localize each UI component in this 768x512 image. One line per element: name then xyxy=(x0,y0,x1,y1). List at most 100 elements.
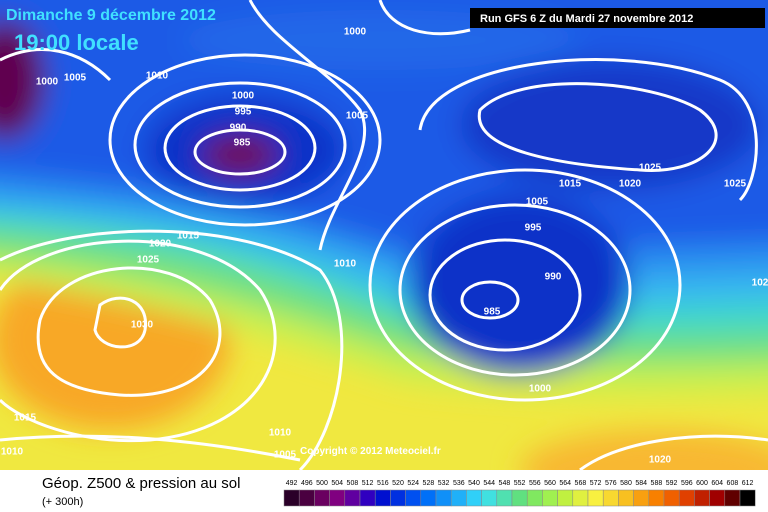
color-scale: 492 496 500 504 508 512 516 520 524 528 532 536 540 5… xyxy=(283,480,756,507)
scale-swatch xyxy=(496,489,513,507)
isobar-label: 1005 xyxy=(64,73,87,84)
scale-swatch xyxy=(390,489,406,507)
scale-label: 504 xyxy=(331,480,343,487)
scale-label: 548 xyxy=(499,480,511,487)
isobar-label: 1015 xyxy=(559,179,582,190)
scale-swatch xyxy=(359,489,376,507)
isobar-label: 1005 xyxy=(526,197,549,208)
scale-label: 496 xyxy=(301,480,313,487)
scale-swatch xyxy=(739,489,756,507)
scale-label: 512 xyxy=(362,480,374,487)
isobar-label: 1015 xyxy=(177,231,200,242)
isobar-label: 1010 xyxy=(1,447,24,458)
scale-label: 596 xyxy=(681,480,693,487)
scale-swatch xyxy=(526,489,543,507)
scale-swatch xyxy=(633,489,650,507)
isobar-label: 1000 xyxy=(36,77,59,88)
isobar-label: 1005 xyxy=(274,450,297,461)
scale-label: 556 xyxy=(529,480,541,487)
date-title: Dimanche 9 décembre 2012 xyxy=(6,7,216,24)
isobar-label: 1015 xyxy=(14,413,37,424)
scale-label: 536 xyxy=(453,480,465,487)
legend-title: Géop. Z500 & pression au sol xyxy=(42,475,240,492)
scale-label: 508 xyxy=(347,480,359,487)
scale-swatch xyxy=(283,489,300,507)
scale-swatch xyxy=(298,489,315,507)
scale-swatch xyxy=(648,489,665,507)
isobar-label: 1010 xyxy=(146,71,169,82)
scale-label: 528 xyxy=(423,480,435,487)
isobar-label: 985 xyxy=(484,307,501,318)
isobar-label: 102 xyxy=(752,278,768,289)
isobar-labels: 1000 1000 1005 1010 1000 995 990 985 1005 1015 102… xyxy=(1,27,768,466)
scale-swatch xyxy=(709,489,726,507)
isobar-label: 985 xyxy=(234,138,251,149)
isobar-label: 1005 xyxy=(346,111,369,122)
scale-label: 572 xyxy=(590,480,602,487)
isobar-label: 1000 xyxy=(529,384,552,395)
scale-swatch xyxy=(663,489,680,507)
scale-swatch xyxy=(678,489,695,507)
run-label: Run GFS 6 Z du Mardi 27 novembre 2012 xyxy=(480,13,693,25)
scale-swatch xyxy=(694,489,710,507)
scale-label: 516 xyxy=(377,480,389,487)
isobar-label: 990 xyxy=(545,272,562,283)
scale-label: 580 xyxy=(620,480,632,487)
scale-label: 492 xyxy=(286,480,298,487)
scale-swatch xyxy=(435,489,452,507)
isobar-label: 1025 xyxy=(639,163,662,174)
isobar-label: 1020 xyxy=(649,455,672,466)
scale-label: 540 xyxy=(468,480,480,487)
isobar-label: 990 xyxy=(230,123,247,134)
scale-swatch xyxy=(587,489,604,507)
isobar-label: 1030 xyxy=(131,320,154,331)
scale-swatch xyxy=(314,489,330,507)
scale-label: 560 xyxy=(544,480,556,487)
scale-label: 564 xyxy=(559,480,571,487)
isobar-label: 1025 xyxy=(137,255,160,266)
legend-lead: (+ 300h) xyxy=(42,496,83,508)
scale-label: 588 xyxy=(651,480,663,487)
scale-swatch xyxy=(542,489,558,507)
isobar-label: 1010 xyxy=(334,259,357,270)
scale-label: 524 xyxy=(407,480,419,487)
copyright: Copyright © 2012 Meteociel.fr xyxy=(300,446,441,457)
isobar-label: 995 xyxy=(235,107,252,118)
scale-label: 568 xyxy=(575,480,587,487)
isobar-label: 1020 xyxy=(149,239,172,250)
scale-swatch xyxy=(481,489,498,507)
isobar-label: 1025 xyxy=(724,179,747,190)
isobar-lines xyxy=(0,0,768,470)
scale-label: 608 xyxy=(727,480,739,487)
isobar-label: 1000 xyxy=(232,91,255,102)
isobar-label: 1010 xyxy=(269,428,292,439)
isobar-label: 1000 xyxy=(344,27,367,38)
scale-swatch xyxy=(374,489,391,507)
scale-label: 552 xyxy=(514,480,526,487)
scale-swatch xyxy=(557,489,574,507)
scale-swatch xyxy=(420,489,437,507)
scale-label: 604 xyxy=(711,480,723,487)
scale-swatch xyxy=(511,489,528,507)
scale-swatch xyxy=(405,489,422,507)
scale-label: 576 xyxy=(605,480,617,487)
scale-swatch xyxy=(602,489,619,507)
scale-label: 584 xyxy=(635,480,647,487)
scale-swatch xyxy=(450,489,467,507)
time-title: 19:00 locale xyxy=(14,30,139,55)
scale-swatch xyxy=(344,489,361,507)
scale-label: 520 xyxy=(392,480,404,487)
scale-label: 592 xyxy=(666,480,678,487)
scale-label: 600 xyxy=(696,480,708,487)
isobar-label: 1020 xyxy=(619,179,642,190)
isobar-label: 995 xyxy=(525,223,542,234)
scale-swatch xyxy=(572,489,589,507)
scale-swatch xyxy=(466,489,482,507)
scale-swatch xyxy=(329,489,346,507)
scale-label: 544 xyxy=(483,480,495,487)
scale-label: 612 xyxy=(742,480,754,487)
scale-swatch xyxy=(618,489,634,507)
scale-swatch xyxy=(724,489,741,507)
